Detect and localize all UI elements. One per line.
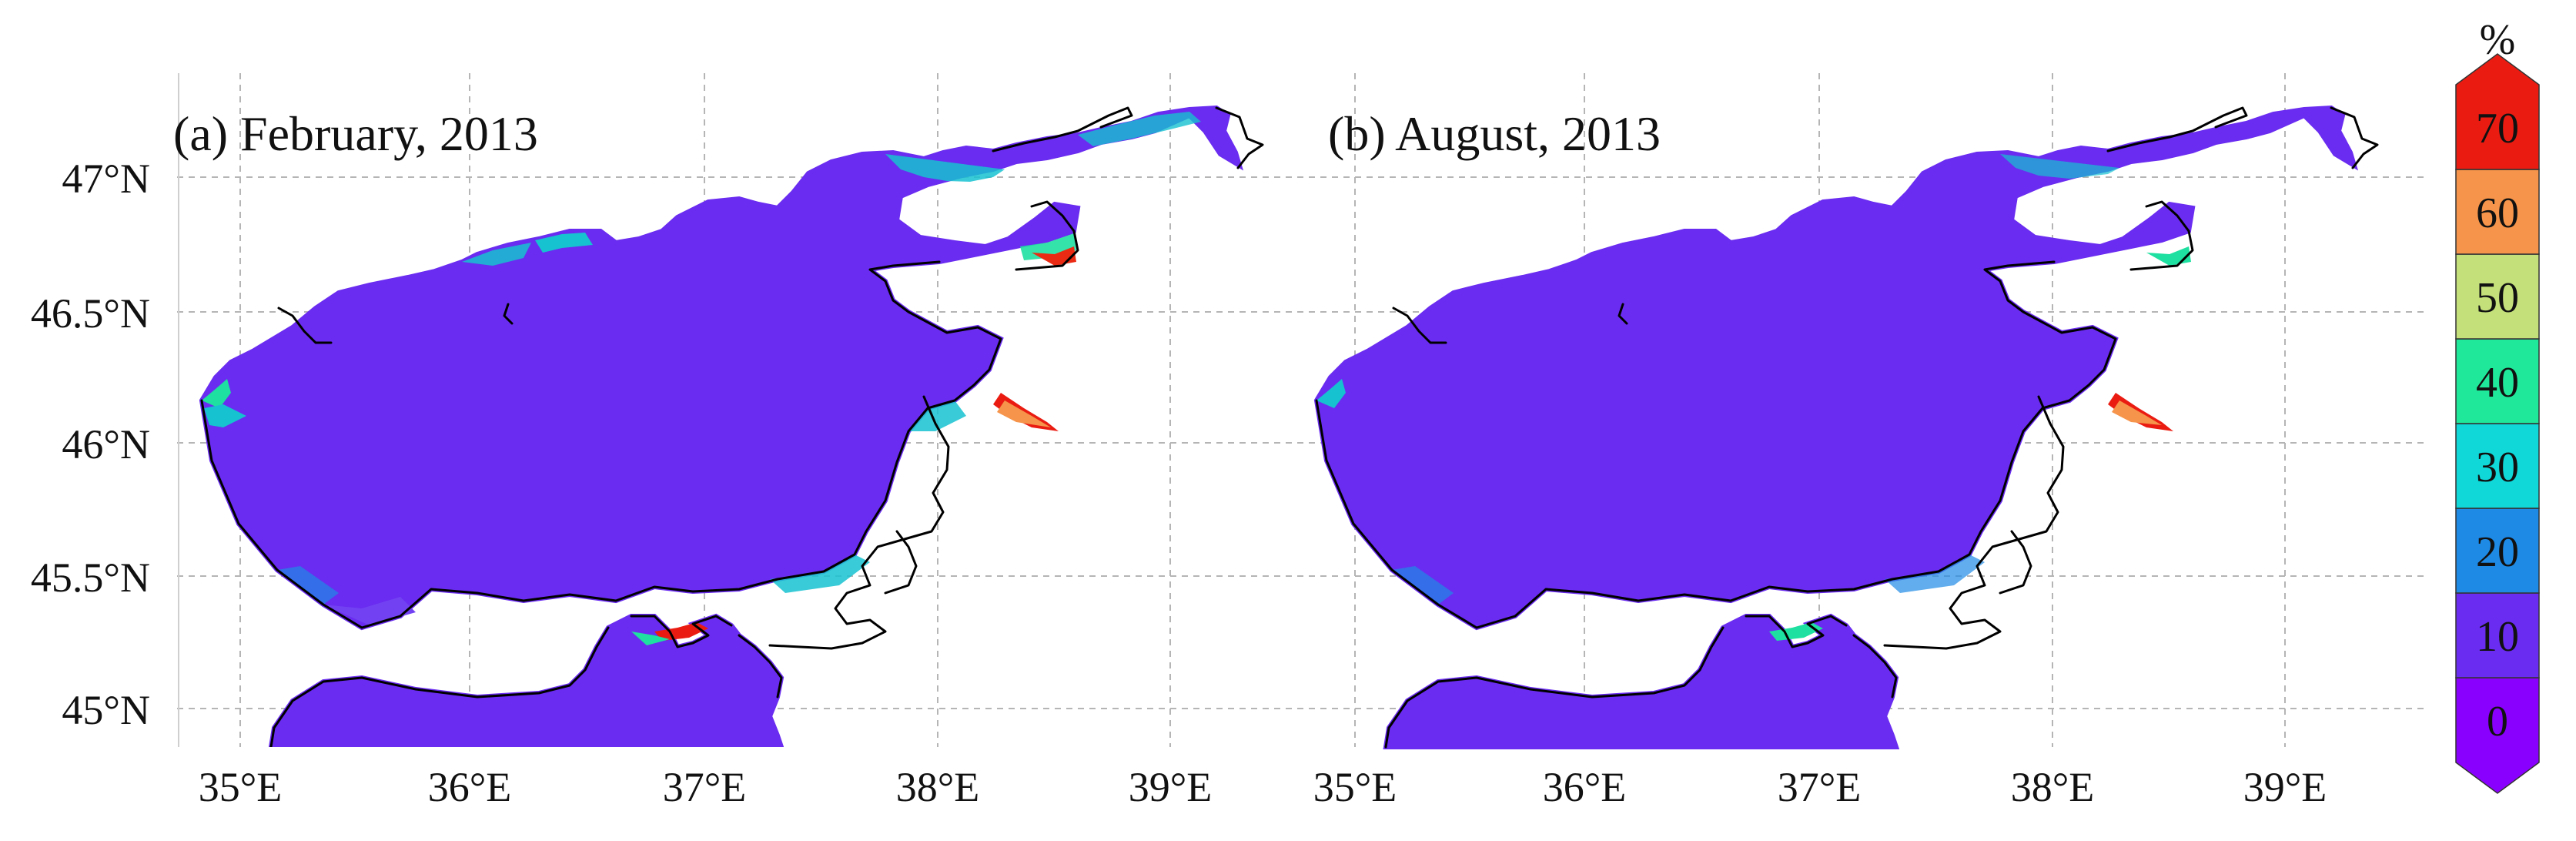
panel-b-title: (b) August, 2013 bbox=[1328, 106, 1661, 161]
panel-a-sea bbox=[199, 105, 1264, 747]
colorbar-tick-label: 30 bbox=[2476, 444, 2519, 491]
colorbar-ticks: 0 10 20 30 40 50 60 70 bbox=[2476, 105, 2519, 746]
panel-a-map bbox=[177, 73, 1286, 747]
panel-b-coastline bbox=[1315, 106, 2379, 749]
colorbar-tick-label: 0 bbox=[2487, 698, 2508, 746]
azov-sea-main bbox=[199, 105, 1244, 631]
panel-b-coast-features bbox=[1316, 154, 2191, 641]
colorbar-tick-label: 70 bbox=[2476, 105, 2519, 152]
azov-sea-south bbox=[268, 613, 785, 747]
colorbar-tick-label: 60 bbox=[2476, 189, 2519, 237]
lon-label: 36°E bbox=[1543, 764, 1627, 810]
lat-label: 46.5°N bbox=[31, 290, 150, 337]
azov-sea-south bbox=[1383, 613, 1900, 749]
colorbar-tick-label: 40 bbox=[2476, 359, 2519, 407]
panel-a-title: (a) February, 2013 bbox=[173, 106, 538, 161]
colorbar-segments bbox=[2455, 53, 2540, 794]
panel-b-sea bbox=[1313, 105, 2379, 749]
colorbar-tick-label: 20 bbox=[2476, 528, 2519, 576]
colorbar-tick-label: 50 bbox=[2476, 274, 2519, 322]
colorbar-segment bbox=[2455, 53, 2540, 170]
panel-a-longitude-labels: 35°E 36°E 37°E 38°E 39°E bbox=[199, 764, 1213, 810]
lon-label: 38°E bbox=[896, 764, 980, 810]
lon-label: 39°E bbox=[2243, 764, 2327, 810]
latitude-labels: 47°N 46.5°N 46°N 45.5°N 45°N bbox=[31, 156, 150, 733]
lon-label: 36°E bbox=[428, 764, 512, 810]
panel-b-map bbox=[1286, 73, 2425, 749]
panel-b-longitude-labels: 35°E 36°E 37°E 38°E 39°E bbox=[1313, 764, 2327, 810]
panel-a-coast-features bbox=[202, 112, 1201, 645]
lon-label: 39°E bbox=[1129, 764, 1213, 810]
lon-label: 37°E bbox=[1778, 764, 1862, 810]
lat-label: 45°N bbox=[62, 687, 150, 733]
lon-label: 35°E bbox=[199, 764, 283, 810]
azov-sea-main bbox=[1313, 105, 2359, 631]
lat-label: 47°N bbox=[62, 156, 150, 202]
lat-label: 46°N bbox=[62, 421, 150, 467]
panel-a-coastline bbox=[200, 106, 1264, 747]
colorbar-tick-label: 10 bbox=[2476, 613, 2519, 661]
lon-label: 38°E bbox=[2011, 764, 2095, 810]
lon-label: 37°E bbox=[663, 764, 747, 810]
lon-label: 35°E bbox=[1313, 764, 1397, 810]
lat-label: 45.5°N bbox=[31, 555, 150, 601]
